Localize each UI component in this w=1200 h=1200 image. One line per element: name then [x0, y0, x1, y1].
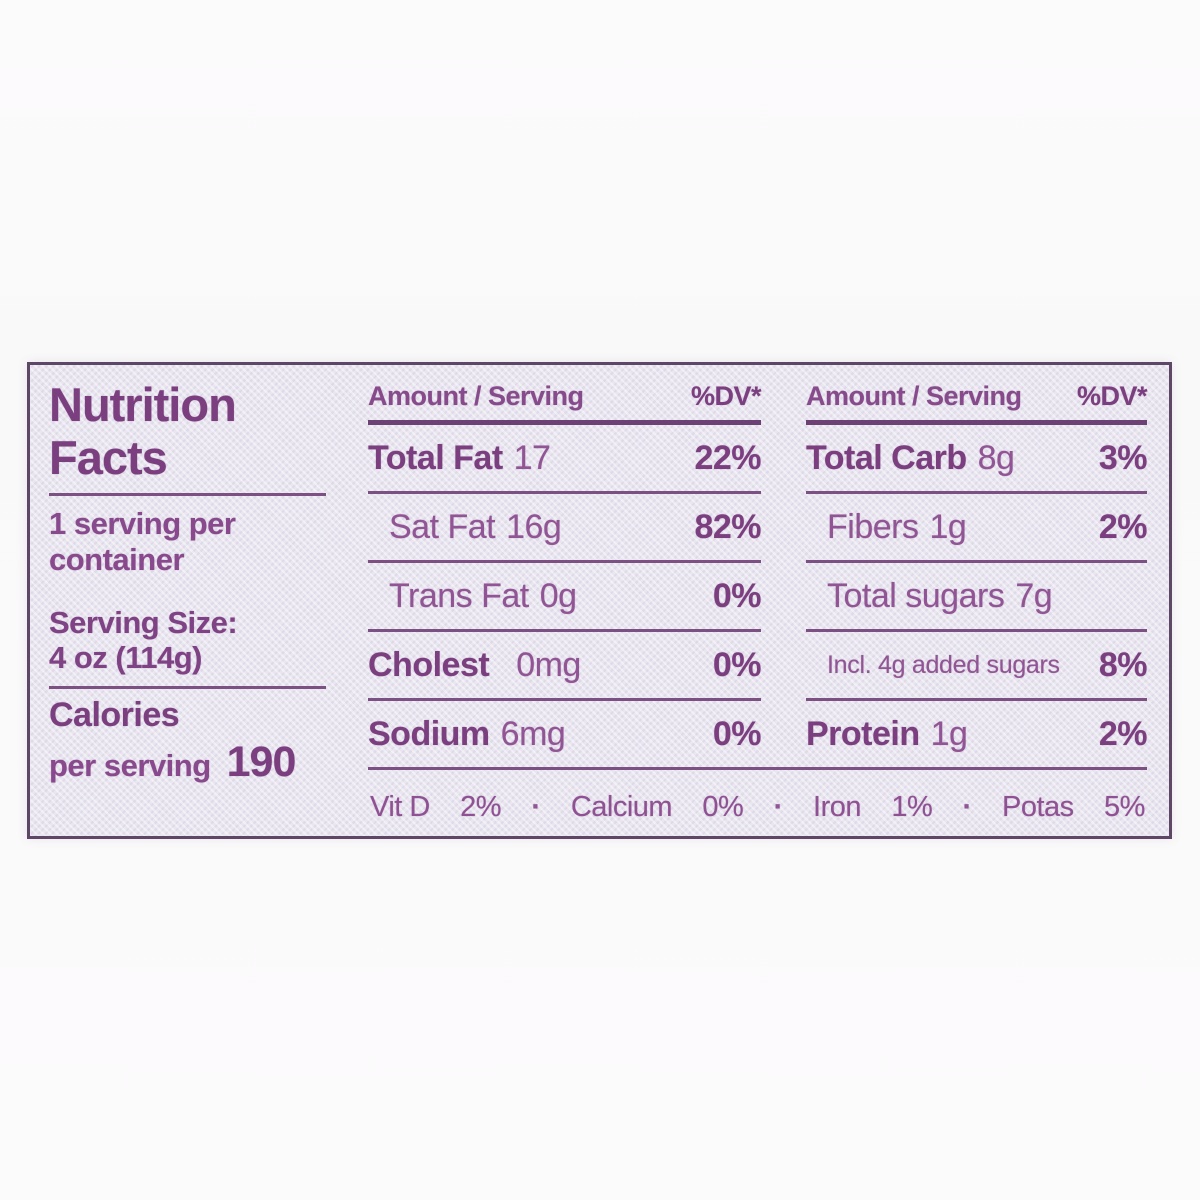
- serving-size-label: Serving Size:: [49, 605, 238, 641]
- separator-dot: ·: [531, 791, 541, 823]
- nutrient-column-fats: Amount / Serving %DV* Total Fat 17 22% Sa…: [368, 381, 762, 767]
- nutrient-amount: 7g: [1015, 576, 1053, 615]
- column-header: Amount / Serving %DV*: [806, 381, 1148, 425]
- micronutrient-dv: 5%: [1103, 791, 1145, 823]
- header-dv: %DV*: [1076, 381, 1148, 411]
- nutrient-columns: Amount / Serving %DV* Total Fat 17 22% Sa…: [368, 381, 1148, 767]
- header-amount-serving: Amount / Serving: [806, 381, 1022, 411]
- nutrient-row-total-carb: Total Carb 8g 3%: [806, 425, 1148, 494]
- header-amount-serving: Amount / Serving: [368, 381, 584, 411]
- nutrient-dv: 2%: [1098, 714, 1148, 753]
- micronutrient-dv: 0%: [702, 791, 744, 823]
- micronutrient-name: Potas: [1002, 791, 1074, 823]
- nutrient-dv: 0%: [712, 645, 762, 684]
- separator-dot: ·: [773, 791, 784, 823]
- nutrient-name: Sat Fat: [389, 507, 496, 546]
- micronutrient-name: Iron: [813, 791, 862, 823]
- nutrient-name: Trans Fat: [389, 576, 529, 615]
- nutrient-dv: 2%: [1098, 507, 1148, 546]
- nutrient-row-trans-fat: Trans Fat 0g 0%: [368, 563, 762, 632]
- nutrient-name: Sodium: [368, 714, 490, 753]
- servings-per-container: 1 serving per container: [49, 506, 236, 578]
- calories-line: per serving 190: [49, 738, 329, 787]
- nutrient-amount: 6mg: [500, 714, 566, 753]
- micronutrient-dv: 2%: [460, 791, 502, 823]
- column-header: Amount / Serving %DV*: [368, 381, 762, 425]
- nutrient-name: Protein: [806, 714, 920, 753]
- nutrient-row-added-sugars: Incl. 4g added sugars 8%: [806, 632, 1148, 701]
- nutrient-name: Total sugars: [827, 576, 1005, 615]
- nutrient-dv: 0%: [712, 714, 762, 753]
- nutrient-column-carbs: Amount / Serving %DV* Total Carb 8g 3% Fi…: [806, 381, 1148, 767]
- calories-sublabel: per serving: [49, 748, 211, 784]
- nutrient-amount: 16g: [506, 507, 562, 546]
- micronutrient-row: Vit D 2% · Calcium 0% · Iron 1% · Potas …: [368, 767, 1147, 845]
- nutrient-name: Total Carb: [806, 438, 967, 477]
- nutrient-row-sodium: Sodium 6mg 0%: [368, 701, 762, 767]
- serving-size-value: 4 oz (114g): [49, 640, 203, 676]
- calories-value: 190: [226, 738, 297, 787]
- nutrient-row-fibers: Fibers 1g 2%: [806, 494, 1148, 563]
- nutrient-amount: 8g: [977, 438, 1015, 477]
- nutrient-row-total-fat: Total Fat 17 22%: [368, 425, 761, 494]
- separator-dot: ·: [962, 791, 973, 823]
- label-left-column: Nutrition Facts 1 serving per container …: [49, 378, 329, 787]
- nutrient-row-total-sugars: Total sugars 7g: [806, 563, 1147, 632]
- nutrient-amount: 1g: [930, 714, 968, 753]
- nutrition-label: Nutrition Facts 1 serving per container …: [27, 362, 1172, 839]
- nutrient-amount: 0g: [539, 576, 577, 615]
- micronutrient-name: Vit D: [370, 791, 430, 823]
- nutrient-row-protein: Protein 1g 2%: [806, 701, 1148, 767]
- facts-panel: Amount / Serving %DV* Total Fat 17 22% Sa…: [368, 381, 1148, 845]
- serving-size-divider: [49, 685, 326, 689]
- calories-label: Calories: [49, 695, 180, 734]
- nutrient-name: Total Fat: [368, 438, 503, 477]
- nutrient-dv: 8%: [1098, 645, 1148, 684]
- nutrient-name: Cholest: [368, 645, 490, 684]
- micronutrient-dv: 1%: [891, 791, 933, 823]
- nutrient-dv: 0%: [712, 576, 762, 615]
- nutrient-name: Fibers: [827, 507, 919, 546]
- nutrient-amount: 17: [513, 438, 551, 477]
- nutrient-row-sat-fat: Sat Fat 16g 82%: [368, 494, 761, 563]
- nutrient-amount: 1g: [929, 507, 967, 546]
- header-dv: %DV*: [690, 381, 762, 411]
- nutrient-dv: 82%: [694, 507, 761, 546]
- nutrient-amount: 0mg: [516, 645, 581, 684]
- label-title: Nutrition Facts: [49, 378, 237, 485]
- title-divider: [49, 493, 326, 497]
- micronutrient-name: Calcium: [570, 791, 673, 823]
- nutrient-name: Incl. 4g added sugars: [827, 650, 1060, 679]
- nutrient-dv: 22%: [694, 438, 761, 477]
- nutrient-row-cholesterol: Cholest 0mg 0%: [368, 632, 762, 701]
- nutrient-dv: 3%: [1098, 438, 1148, 477]
- serving-size: Serving Size: 4 oz (114g): [49, 605, 329, 676]
